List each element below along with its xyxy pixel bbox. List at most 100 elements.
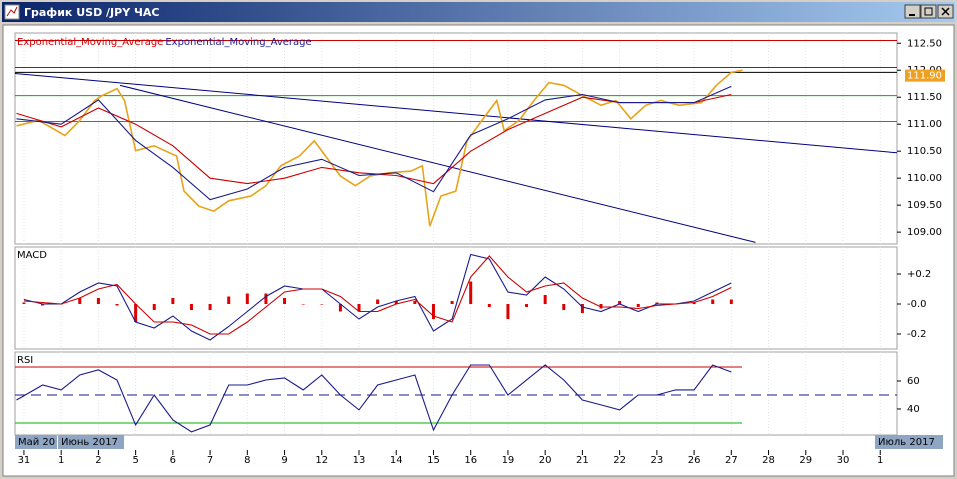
series-line [16, 85, 732, 201]
x-tick-label: 27 [725, 455, 738, 466]
y-tick-label: 110.50 [907, 146, 942, 157]
x-tick-label: 1 [877, 455, 883, 466]
x-tick-label: 29 [799, 455, 812, 466]
histogram-bar [729, 299, 733, 304]
last-price-label: 111.90 [907, 71, 942, 82]
histogram-bar [431, 304, 435, 319]
histogram-bar [152, 304, 156, 310]
histogram-bar [599, 304, 603, 309]
x-tick-label: 22 [613, 455, 626, 466]
y-tick-label: 109.50 [907, 200, 942, 211]
last-price-box [905, 69, 945, 82]
x-tick-label: 8 [244, 455, 250, 466]
x-tick-label: 7 [207, 455, 213, 466]
window-title: График USD /JPY ЧАС [24, 6, 159, 19]
x-tick-label: 6 [170, 455, 176, 466]
x-tick-label: 2 [95, 455, 101, 466]
x-tick-label: 30 [837, 455, 850, 466]
panel-border [14, 246, 898, 350]
histogram-bar [134, 304, 138, 322]
period-label: Май 20 [18, 437, 55, 448]
histogram-bar [245, 293, 249, 304]
histogram-bar [487, 304, 491, 307]
close-glyph [941, 7, 950, 16]
legend-entry: Exponential_Moving_Average [17, 37, 163, 48]
y-tick-label: 40 [907, 404, 920, 415]
window-icon-glyph [6, 6, 18, 17]
x-tick-label: 9 [281, 455, 287, 466]
histogram-bar [41, 304, 45, 306]
x-tick-label: 28 [762, 455, 775, 466]
histogram-bar [506, 304, 510, 319]
histogram-bar [78, 298, 82, 304]
x-tick-label: 19 [502, 455, 515, 466]
histogram-bar [171, 298, 175, 304]
period-box [15, 435, 57, 449]
histogram-bar [692, 302, 696, 304]
period-label: Июнь 2017 [61, 437, 118, 448]
histogram-bar [394, 301, 398, 304]
panel-border [14, 32, 898, 245]
histogram-bar [357, 304, 361, 312]
x-tick-label: 26 [688, 455, 701, 466]
period-box [58, 435, 124, 449]
x-tick-label: 5 [132, 455, 138, 466]
histogram-bar [618, 301, 622, 304]
histogram-bar [227, 296, 231, 304]
histogram-bar [543, 295, 547, 304]
histogram-bar [264, 293, 268, 304]
x-tick-label: 1 [58, 455, 64, 466]
histogram-bar [338, 304, 342, 312]
histogram-bar [189, 304, 193, 310]
y-tick-label: 60 [907, 376, 920, 387]
y-tick-label: 111.50 [907, 92, 942, 103]
histogram-bar [636, 304, 640, 307]
y-tick-label: 112.50 [907, 38, 942, 49]
histogram-bar [655, 302, 659, 304]
x-tick-label: 15 [427, 455, 440, 466]
histogram-bar [450, 301, 454, 304]
x-tick-label: 12 [315, 455, 328, 466]
histogram-bar [376, 299, 380, 304]
series-line [16, 364, 732, 433]
histogram-bar [711, 299, 715, 304]
y-tick-label: 111.00 [907, 119, 942, 130]
histogram-bar [320, 304, 324, 305]
x-tick-label: 16 [464, 455, 477, 466]
x-tick-label: 31 [18, 455, 31, 466]
trend-line [119, 84, 756, 243]
panel-title: RSI [17, 355, 33, 366]
x-tick-label: 23 [650, 455, 663, 466]
trend-line [14, 72, 898, 154]
x-tick-label: 20 [539, 455, 552, 466]
period-label: Июль 2017 [878, 437, 935, 448]
histogram-bar [413, 301, 417, 304]
histogram-bar [580, 304, 584, 313]
maximize-button[interactable] [920, 4, 937, 19]
series-line [23, 255, 732, 335]
histogram-bar [469, 281, 473, 304]
histogram-bar [115, 304, 119, 306]
x-tick-label: 14 [390, 455, 403, 466]
title-bar [2, 2, 955, 22]
histogram-bar [283, 298, 287, 304]
y-tick-label: 110.00 [907, 173, 942, 184]
histogram-bar [96, 298, 100, 304]
minimize-button[interactable] [904, 4, 921, 19]
period-box [875, 435, 943, 449]
y-tick-label: -0.0 [907, 299, 927, 310]
x-tick-label: 21 [576, 455, 589, 466]
histogram-bar [208, 304, 212, 310]
maximize-glyph [924, 7, 933, 16]
histogram-bar [301, 304, 305, 305]
histogram-bar [525, 304, 529, 307]
x-tick-label: 13 [353, 455, 366, 466]
histogram-bar [562, 304, 566, 310]
y-tick-label: -0.2 [907, 329, 927, 340]
histogram-bar [22, 302, 26, 304]
panel-border [14, 351, 898, 436]
window-icon [4, 4, 20, 20]
y-tick-label: +0.2 [907, 269, 931, 280]
legend-entry: Exponential_Moving_Average [165, 37, 311, 48]
